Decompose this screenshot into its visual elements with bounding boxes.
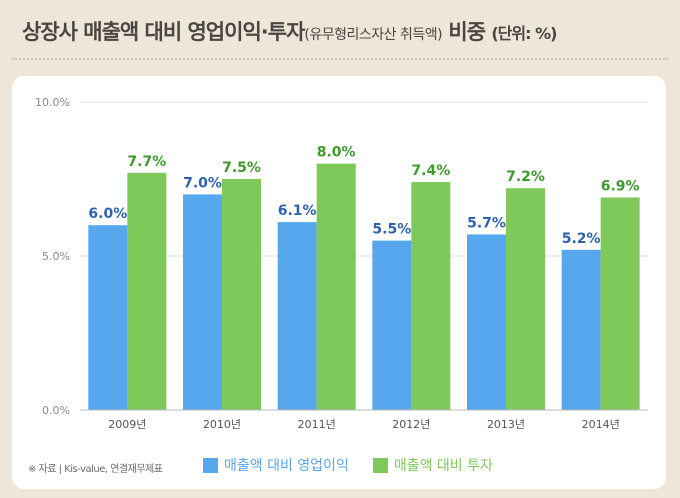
bar-operating-profit [183, 194, 222, 410]
bar-operating-profit [467, 234, 506, 410]
legend-item-operating-profit: 매출액 대비 영업이익 [203, 455, 349, 475]
x-tick-label: 2011년 [298, 418, 336, 431]
x-tick-label: 2014년 [582, 418, 620, 431]
bar-investment [127, 172, 167, 410]
data-label: 5.5% [372, 222, 411, 238]
data-label: 8.0% [317, 145, 356, 161]
x-tick-label: 2013년 [487, 418, 525, 431]
title-subtext: (유무형리스자산 취득액) [304, 27, 443, 43]
x-tick-label: 2010년 [203, 418, 241, 431]
chart-legend: 매출액 대비 영업이익 매출액 대비 투자 [203, 455, 517, 475]
chart-title: 상장사 매출액 대비 영업이익·투자(유무형리스자산 취득액) 비중 (단위: … [22, 16, 557, 46]
data-label: 6.1% [278, 203, 317, 219]
bar-operating-profit [277, 222, 317, 410]
data-label: 7.2% [506, 169, 545, 185]
legend-item-investment: 매출액 대비 투자 [372, 455, 493, 475]
y-tick-label: 0.0% [42, 404, 70, 417]
legend-label: 매출액 대비 투자 [393, 458, 493, 474]
bar-investment [411, 182, 451, 410]
bar-investment [316, 163, 356, 410]
y-tick-label: 10.0% [35, 96, 70, 109]
bar-operating-profit [561, 249, 601, 410]
data-label: 7.7% [127, 154, 166, 170]
bar-investment [506, 188, 545, 410]
y-tick-label: 5.0% [42, 250, 70, 263]
x-tick-label: 2012년 [392, 418, 430, 431]
legend-label: 매출액 대비 영업이익 [224, 458, 349, 474]
legend-swatch-blue [203, 457, 218, 473]
data-label: 7.4% [411, 163, 450, 179]
bar-investment [600, 197, 640, 410]
title-unit: (단위: %) [491, 24, 557, 43]
title-main: 상장사 매출액 대비 영업이익·투자 [22, 20, 305, 44]
bar-operating-profit [88, 225, 128, 410]
title-tail: 비중 [442, 20, 492, 44]
data-label: 7.0% [183, 175, 222, 191]
data-label: 7.5% [222, 160, 261, 176]
data-label: 6.9% [601, 178, 640, 194]
data-label: 6.0% [88, 206, 127, 222]
bar-operating-profit [372, 240, 412, 410]
title-divider [12, 58, 668, 60]
bar-investment [222, 179, 261, 410]
source-note: ※ 자료 | Kis-value, 연결재무제표 [28, 464, 163, 475]
data-label: 5.2% [562, 231, 601, 247]
data-label: 5.7% [467, 215, 506, 231]
legend-swatch-green [372, 457, 388, 473]
x-tick-label: 2009년 [108, 418, 146, 431]
